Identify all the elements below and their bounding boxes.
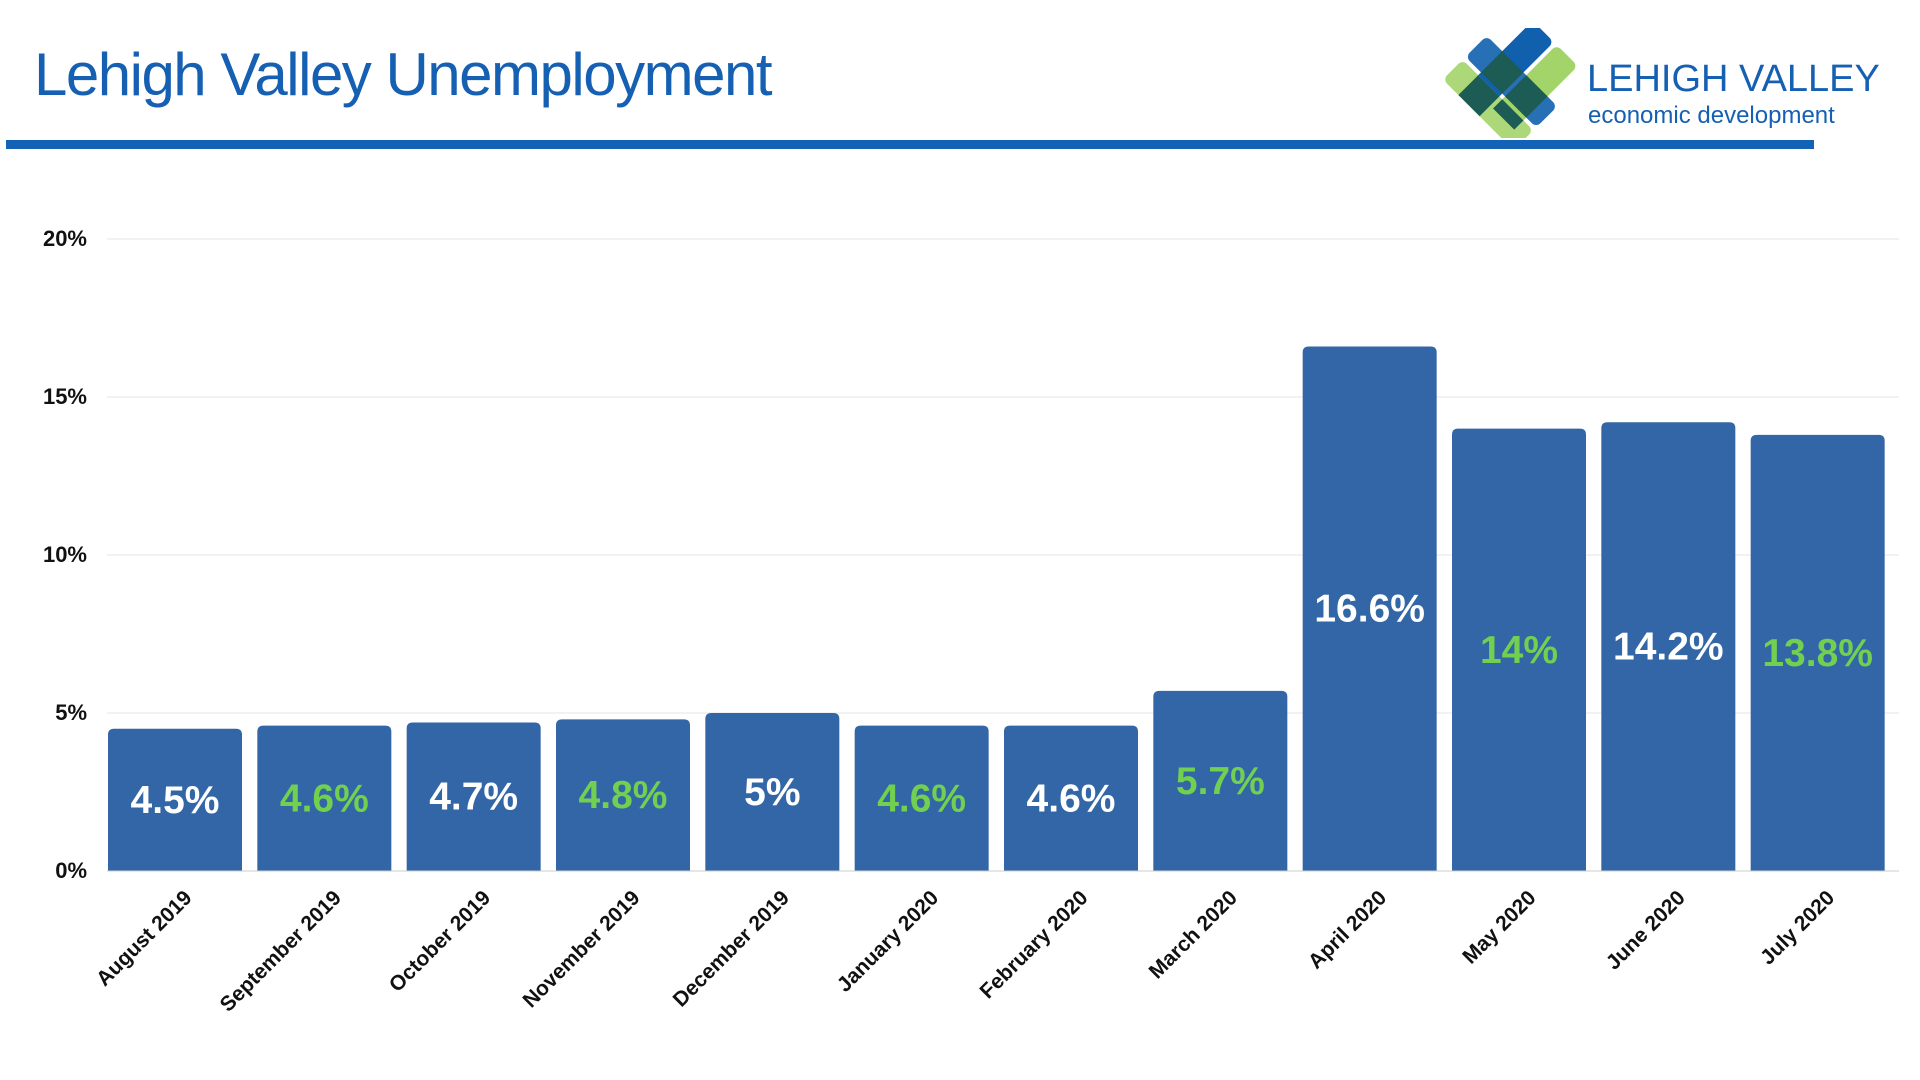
- bar: [1452, 428, 1586, 871]
- bar: [1302, 346, 1437, 871]
- page-title: Lehigh Valley Unemployment: [34, 41, 773, 108]
- y-tick-label: 0%: [55, 858, 87, 883]
- data-label: 5.7%: [1176, 760, 1265, 803]
- data-label: 4.6%: [1027, 777, 1116, 820]
- logo: LEHIGH VALLEY economic development: [1440, 23, 1900, 148]
- x-tick-label: June 2020: [1602, 886, 1690, 974]
- data-label: 14.2%: [1613, 626, 1724, 669]
- x-tick-label: April 2020: [1304, 886, 1391, 973]
- bar: [257, 725, 392, 871]
- header-divider: [6, 140, 1814, 149]
- bar: [556, 719, 690, 871]
- logo-subtext: economic development: [1588, 102, 1835, 129]
- x-tick-label: July 2020: [1756, 886, 1839, 969]
- data-label: 4.8%: [579, 774, 668, 817]
- bar: [406, 722, 541, 871]
- data-label: 4.7%: [429, 776, 518, 819]
- bar: [1153, 690, 1288, 871]
- y-tick-label: 20%: [43, 226, 87, 251]
- data-label: 4.5%: [131, 779, 220, 822]
- bar: [854, 725, 989, 871]
- y-tick-label: 10%: [43, 542, 87, 567]
- x-tick-label: October 2019: [385, 886, 495, 996]
- data-label: 13.8%: [1762, 632, 1873, 675]
- data-label: 4.6%: [877, 777, 966, 820]
- bar: [108, 728, 242, 871]
- x-tick-label: November 2019: [518, 886, 644, 1012]
- x-tick-label: January 2020: [833, 886, 943, 996]
- bar: [1750, 434, 1885, 871]
- data-label: 4.6%: [280, 777, 369, 820]
- y-tick-label: 15%: [43, 384, 87, 409]
- y-tick-label: 5%: [55, 700, 87, 725]
- x-tick-label: August 2019: [92, 886, 197, 991]
- data-label: 16.6%: [1314, 588, 1425, 631]
- x-tick-label: March 2020: [1145, 886, 1242, 983]
- x-tick-label: May 2020: [1458, 886, 1540, 968]
- x-tick-label: February 2020: [976, 886, 1093, 1003]
- x-tick-label: December 2019: [669, 886, 794, 1011]
- logo-mark-icon: [1445, 23, 1576, 148]
- bar: [1004, 725, 1138, 871]
- logo-text: LEHIGH VALLEY: [1587, 58, 1880, 100]
- data-label: 14%: [1480, 629, 1558, 672]
- bar: [1601, 422, 1736, 871]
- data-label: 5%: [744, 771, 800, 814]
- x-tick-label: September 2019: [216, 886, 346, 1016]
- bar: [705, 713, 840, 871]
